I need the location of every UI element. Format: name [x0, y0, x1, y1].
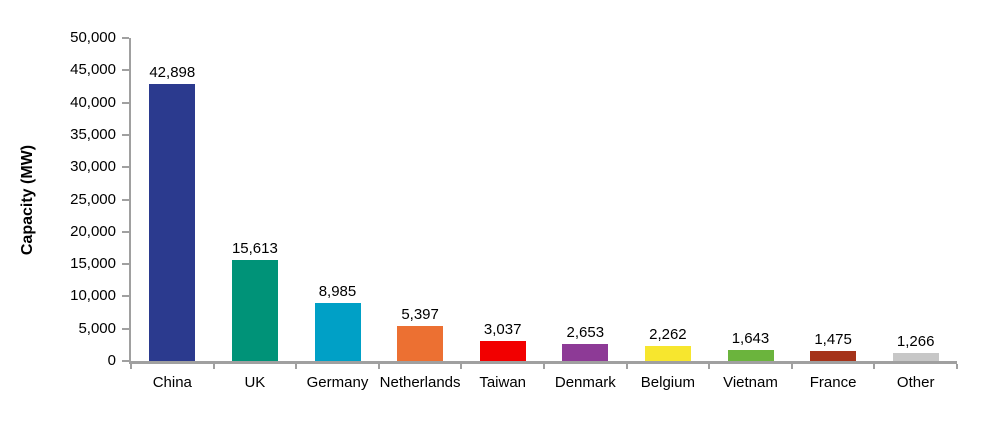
x-tick-mark [625, 364, 628, 369]
x-tick-label-belgium: Belgium [640, 374, 695, 391]
x-tick-mark [790, 364, 793, 369]
y-tick-label: 50,000 [70, 29, 116, 46]
y-tick-mark [122, 37, 129, 39]
bar-value-label-uk: 15,613 [231, 240, 278, 257]
bar-other [892, 353, 939, 361]
x-tick-mark [956, 364, 958, 369]
y-tick-mark [122, 360, 129, 362]
y-tick-label: 10,000 [70, 287, 116, 305]
x-tick-label-uk: UK [244, 374, 266, 391]
x-tick-label-vietnam: Vietnam [723, 374, 778, 391]
y-tick-label: 0 [107, 352, 116, 369]
y-tick-mark [122, 263, 129, 266]
bar-germany [314, 303, 361, 361]
bar-value-label-taiwan: 3,037 [483, 321, 522, 338]
x-tick-label-germany: Germany [306, 374, 369, 391]
y-axis: 50,000 45,000 40,000 35,000 30,000 25,000 20,0… [0, 29, 129, 369]
bar-value-label-netherlands: 5,397 [401, 306, 439, 323]
y-tick-label: 35,000 [70, 125, 116, 143]
y-tick-mark [122, 295, 129, 298]
y-tick-label: 40,000 [70, 93, 116, 111]
x-tick-mark [295, 364, 298, 369]
x-axis-ticks [129, 364, 958, 371]
x-tick-label-other: Other [896, 374, 935, 391]
plot-area: 42,898 15,613 8,985 5,397 3,037 2,653 2,262 1,6… [129, 38, 957, 364]
y-tick-label: 25,000 [70, 190, 116, 208]
x-axis-labels: China UK Germany Netherlands Taiwan Denmark Be… [131, 374, 957, 394]
bar-value-label-france: 1,475 [814, 331, 852, 348]
x-tick-mark [543, 364, 545, 369]
y-tick-mark [122, 69, 129, 72]
y-tick-mark [122, 166, 129, 169]
x-tick-label-taiwan: Taiwan [479, 374, 527, 391]
bar-value-label-vietnam: 1,643 [731, 330, 770, 347]
bar-value-label-other: 1,266 [896, 333, 935, 350]
bar-china [149, 84, 196, 361]
bar-value-label-belgium: 2,262 [649, 326, 687, 343]
x-tick-mark [130, 364, 132, 369]
bar-value-label-germany: 8,985 [318, 283, 357, 300]
x-tick-mark [873, 364, 876, 369]
y-tick-mark [122, 198, 129, 201]
bar-belgium [644, 346, 691, 361]
y-tick-label: 30,000 [70, 158, 116, 176]
x-tick-label-denmark: Denmark [554, 374, 616, 391]
bar-value-label-china: 42,898 [149, 64, 196, 81]
bar-france [810, 351, 857, 361]
x-tick-mark [460, 364, 463, 369]
y-tick-mark [122, 230, 129, 233]
x-tick-label-netherlands: Netherlands [379, 374, 461, 391]
x-tick-mark [377, 364, 380, 369]
bar-value-label-denmark: 2,653 [566, 324, 605, 341]
bar-taiwan [479, 341, 526, 361]
x-tick-mark [212, 364, 215, 369]
bar-vietnam [727, 350, 774, 361]
y-tick-mark [122, 101, 129, 104]
x-tick-label-france: France [809, 374, 857, 391]
y-tick-label: 5,000 [78, 319, 116, 337]
y-tick-label: 45,000 [70, 61, 116, 79]
bar-uk [231, 260, 278, 361]
bar-netherlands [397, 326, 444, 361]
y-tick-label: 20,000 [70, 222, 116, 240]
y-tick-label: 15,000 [70, 255, 116, 273]
bar-denmark [562, 344, 609, 361]
y-tick-mark [122, 133, 129, 136]
x-tick-mark [708, 364, 711, 369]
y-tick-mark [122, 327, 129, 330]
x-tick-label-china: China [152, 374, 192, 391]
